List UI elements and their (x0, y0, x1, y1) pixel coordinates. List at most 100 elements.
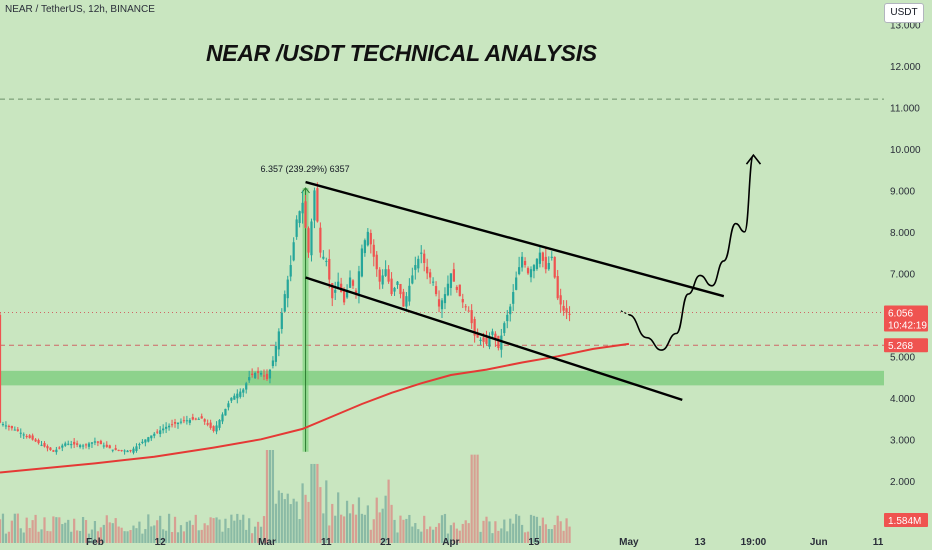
volume-bar-158 (467, 523, 470, 543)
price-tag-box (884, 513, 928, 527)
candle-20 (58, 446, 61, 450)
candle-body (218, 419, 221, 428)
volume-bar-178 (526, 531, 530, 543)
candle-body (509, 306, 512, 315)
candle-143 (423, 249, 426, 272)
candle-body (93, 441, 97, 443)
volume-bar-73 (215, 517, 218, 543)
volume-bar-120 (354, 514, 358, 543)
candle-body (381, 275, 384, 285)
volume-bar-96 (283, 499, 286, 543)
candle-body (0, 314, 2, 423)
candle-body (108, 445, 111, 449)
candle-body (515, 277, 518, 290)
volume-bar-167 (494, 521, 497, 543)
volume-bar-132 (390, 504, 393, 543)
volume-bar-189 (559, 521, 562, 543)
volume-bar-190 (562, 530, 565, 543)
volume-bar-30 (87, 533, 91, 543)
volume-bar-85 (251, 533, 254, 543)
volume-bar-164 (485, 516, 488, 543)
candle-body (550, 256, 553, 258)
candle-body (271, 360, 275, 367)
volume-bar-102 (301, 483, 304, 543)
volume-bar-65 (191, 524, 194, 543)
candle-body (28, 435, 31, 438)
candle-body (185, 420, 188, 422)
candle-106 (313, 187, 316, 229)
candle-100 (295, 215, 298, 240)
candle-body (147, 437, 150, 442)
volume-bar-74 (218, 519, 221, 543)
candle-16 (46, 444, 49, 452)
candle-body (52, 450, 55, 452)
x-tick-label-11: 11 (873, 537, 884, 548)
candle-6 (16, 427, 19, 432)
candle-body (523, 260, 527, 266)
candle-175 (518, 256, 521, 276)
volume-bar-18 (52, 516, 55, 543)
candle-body (55, 449, 58, 453)
candle-57 (167, 423, 171, 431)
candle-181 (535, 258, 539, 271)
volume-bar-150 (443, 513, 447, 543)
candle-body (159, 430, 162, 435)
candle-body (526, 268, 530, 274)
volume-bar-116 (342, 516, 346, 543)
candle-body (452, 269, 455, 282)
volume-bar-109 (322, 513, 325, 543)
candle-body (262, 375, 266, 377)
candle-155 (458, 284, 461, 297)
candle-110 (325, 257, 328, 267)
candle-body (473, 319, 476, 336)
candle-69 (203, 418, 206, 425)
candle-28 (81, 443, 85, 450)
volume-bar-54 (159, 515, 162, 543)
candle-77 (227, 400, 230, 411)
candle-body (268, 369, 272, 379)
candle-108 (319, 222, 322, 258)
candle-body (188, 419, 191, 423)
volume-bar-125 (369, 529, 372, 543)
volume-bar-8 (22, 532, 25, 543)
volume-bar-129 (381, 508, 384, 543)
volume-bar-131 (387, 479, 390, 543)
candle-107 (316, 182, 319, 223)
candle-body (170, 424, 174, 426)
candle-body (212, 426, 215, 431)
candle-body (301, 202, 304, 214)
candle-body (387, 269, 390, 282)
candle-body (206, 423, 209, 425)
volume-bar-12 (34, 514, 37, 543)
candle-body (390, 278, 393, 295)
candle-body (165, 426, 168, 429)
volume-bar-186 (550, 529, 553, 543)
volume-bar-63 (185, 521, 188, 543)
candle-75 (221, 412, 224, 425)
volume-bar-133 (393, 519, 396, 543)
candle-191 (565, 300, 568, 320)
volume-bar-68 (200, 529, 203, 543)
candle-86 (254, 371, 257, 380)
currency-button[interactable]: USDT (884, 3, 924, 23)
volume-bar-25 (73, 518, 76, 543)
volume-bar-121 (357, 497, 361, 543)
candle-87 (256, 367, 260, 380)
candle-body (73, 441, 76, 445)
candle-32 (93, 437, 97, 446)
candle-body (399, 283, 402, 295)
volume-bar-185 (547, 528, 550, 543)
y-tick-label-7: 5.000 (890, 352, 915, 363)
candle-body (167, 425, 171, 428)
candle-184 (544, 247, 547, 274)
candle-body (233, 395, 236, 400)
volume-bar-79 (233, 520, 236, 543)
volume-bar-152 (449, 525, 453, 543)
volume-bar-4 (10, 520, 13, 543)
candle-177 (523, 257, 527, 268)
candle-body (64, 443, 67, 446)
candle-body (375, 254, 378, 270)
volume-bar-84 (248, 518, 251, 543)
candle-body (423, 253, 426, 263)
